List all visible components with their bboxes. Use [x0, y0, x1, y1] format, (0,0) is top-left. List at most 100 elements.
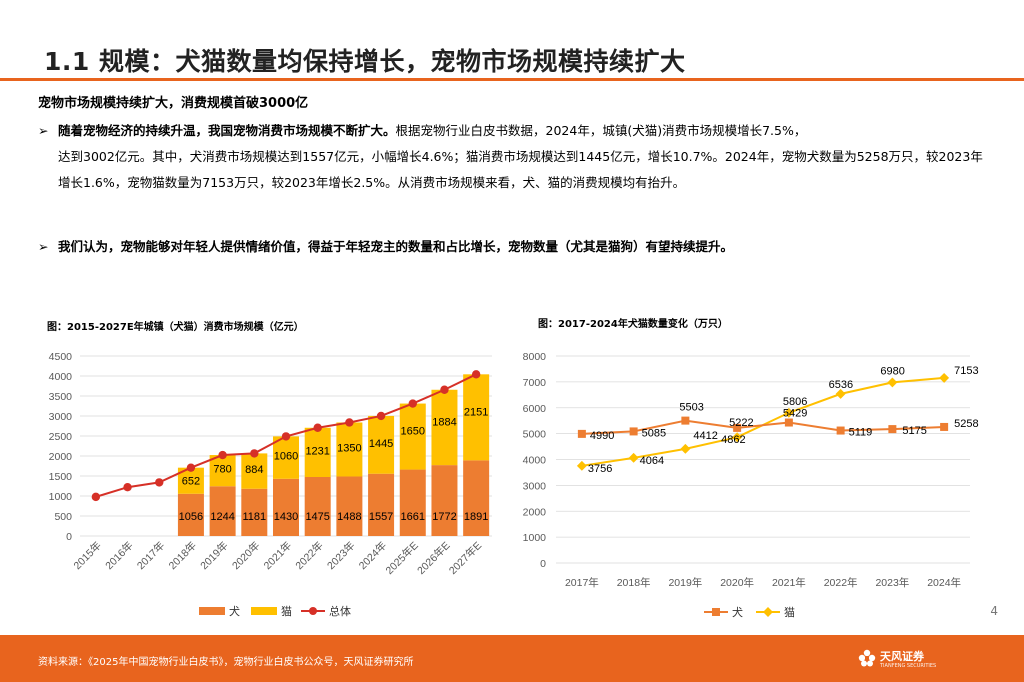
chart-1-x-tick: 2022年	[293, 539, 326, 572]
chart-1-y-tick: 4000	[49, 371, 73, 383]
chart-1-x-tick: 2023年	[324, 539, 357, 572]
chart-2-dog-point	[940, 422, 949, 431]
chart-1-bar-dog	[399, 469, 426, 536]
brand-subtitle: TIANFENG SECURITIES	[880, 663, 937, 669]
chart-2-x-tick: 2020年	[720, 576, 754, 589]
chart-1-bar-dog	[209, 486, 236, 536]
chart-1-x-tick: 2026年E	[414, 539, 452, 577]
bullet-1-continued: 达到3002亿元。其中，犬消费市场规模达到1557亿元，小幅增长4.6%；猫消费…	[58, 149, 983, 190]
chart-1-bar-dog	[336, 476, 363, 536]
chart-2-dog-point	[836, 426, 845, 435]
chart-1-label-cat: 1060	[274, 451, 298, 463]
chart-1-total-point	[408, 399, 417, 408]
chart-1-total-point	[313, 423, 322, 432]
chart-2-legend-cat-label: 猫	[784, 606, 795, 619]
chart-2-dog-label: 5258	[954, 418, 978, 430]
chart-1-x-tick: 2020年	[229, 539, 262, 572]
chart-1-total-point	[186, 463, 196, 472]
chart-1-label-cat: 1350	[337, 442, 361, 454]
footer-bar	[0, 635, 1024, 682]
chart-2-dog-point	[888, 425, 897, 434]
chart-2-x-tick: 2017年	[565, 576, 599, 589]
chart-1-label-cat: 1231	[305, 445, 329, 457]
chart-1-label-dog: 1891	[464, 511, 488, 523]
chart-2-dog-label: 5503	[679, 402, 703, 414]
chart-1-bar-dog	[463, 460, 490, 536]
source-note: 资料来源：《2025年中国宠物行业白皮书》，宠物行业白皮书公众号，天风证券研究所	[38, 657, 414, 668]
chart-2-cat-label: 4064	[640, 455, 664, 467]
chart-1-label-dog: 1772	[432, 511, 456, 523]
chart-1-label-dog: 1244	[210, 511, 234, 523]
chart-1-label-dog: 1557	[369, 511, 393, 523]
chart-2-cat-label: 6980	[880, 365, 904, 377]
title-divider	[0, 78, 1024, 81]
chart-1-y-tick: 4500	[49, 351, 73, 363]
chart-2-y-tick: 5000	[523, 429, 547, 441]
chart-2-y-tick: 7000	[523, 377, 547, 389]
chart-1-total-point	[345, 418, 354, 427]
chart-2-y-tick: 1000	[523, 532, 547, 544]
chart-2-cat-label: 4412	[693, 430, 717, 442]
chart-1-y-tick: 3500	[49, 391, 73, 403]
bullet-arrow-icon: ➢	[38, 239, 49, 254]
chart-2-dog-label: 5119	[849, 427, 873, 439]
chart-1-total-point	[471, 370, 481, 379]
chart-2-cat-point	[835, 388, 846, 399]
chart-1-label-cat: 2151	[464, 406, 488, 418]
chart-2-y-tick: 8000	[523, 351, 547, 363]
chart-1-x-tick: 2025年E	[383, 539, 421, 577]
chart-2-x-tick: 2021年	[772, 576, 806, 589]
chart-2-dog-label: 5222	[729, 417, 753, 429]
chart-1-bar-cat	[368, 415, 395, 474]
chart-1-total-point	[123, 483, 132, 492]
chart-1-bar-dog	[304, 477, 331, 536]
bullet-1: ➢ 随着宠物经济的持续升温，我国宠物消费市场规模不断扩大。根据宠物行业白皮书数据，…	[38, 118, 988, 196]
chart-1-y-tick: 1500	[49, 471, 73, 483]
chart-1-label-dog: 1661	[401, 511, 425, 523]
chart-1-bar-cat	[336, 422, 363, 477]
chart-1-x-tick: 2016年	[103, 539, 136, 572]
chart-1-bar-dog	[273, 478, 299, 536]
chart-1-legend-dog-swatch	[199, 607, 225, 615]
chart-1-legend-total-marker	[309, 607, 317, 615]
chart-1-legend-total-label: 总体	[329, 604, 351, 618]
chart-2-dog-point	[681, 416, 690, 425]
chart-2-cat-point	[887, 377, 898, 388]
chart-2-y-tick: 3000	[523, 480, 547, 492]
chart-2-cat-label: 6536	[829, 379, 853, 391]
chart-1-y-tick: 2500	[49, 431, 73, 443]
chart-1-total-point	[376, 411, 386, 421]
chart-1-bar-dog	[368, 473, 395, 536]
bullet-1-lead: 随着宠物经济的持续升温，我国宠物消费市场规模不断扩大。	[58, 123, 396, 138]
chart-2-cat-point	[939, 372, 950, 383]
chart-1-legend-cat-label: 猫	[281, 605, 292, 618]
chart-2-x-tick: 2022年	[824, 576, 858, 589]
chart-1-x-tick: 2021年	[261, 539, 294, 572]
chart-2-cat-label: 3756	[588, 463, 612, 475]
chart-1-total-point	[281, 432, 291, 441]
chart-1-label-dog: 1056	[179, 511, 203, 523]
chart-2-dog-point	[577, 429, 586, 438]
brand-name: 天风证券	[880, 650, 924, 663]
chart-2-cat-line	[581, 376, 945, 467]
chart-1-total-point	[250, 449, 259, 458]
chart-1-total-point	[155, 478, 164, 487]
bullet-2-text: 我们认为，宠物能够对年轻人提供情绪价值，得益于年轻宠主的数量和占比增长，宠物数量…	[58, 239, 734, 254]
chart-1-bar-cat	[241, 453, 268, 489]
chart-2-dog-point	[733, 423, 742, 432]
chart-1-y-tick: 2000	[49, 451, 73, 463]
chart-1-bar-cat	[304, 427, 331, 477]
chart-1-total-point	[91, 492, 101, 502]
chart-1-y-tick: 1000	[49, 491, 73, 503]
chart-2-cat-label: 4862	[721, 434, 745, 446]
flower-logo-icon	[858, 649, 876, 667]
chart-1-bar-dog	[177, 493, 204, 536]
chart-2-x-tick: 2018年	[617, 576, 651, 589]
chart-1-legend-cat-swatch	[251, 607, 277, 615]
chart-1-x-tick: 2027年E	[446, 539, 484, 577]
chart-1-bar-cat	[273, 436, 299, 479]
chart-2-cat-point	[628, 452, 639, 463]
chart-1-label-cat: 1445	[369, 438, 393, 450]
chart-1-label-cat: 652	[182, 476, 200, 488]
